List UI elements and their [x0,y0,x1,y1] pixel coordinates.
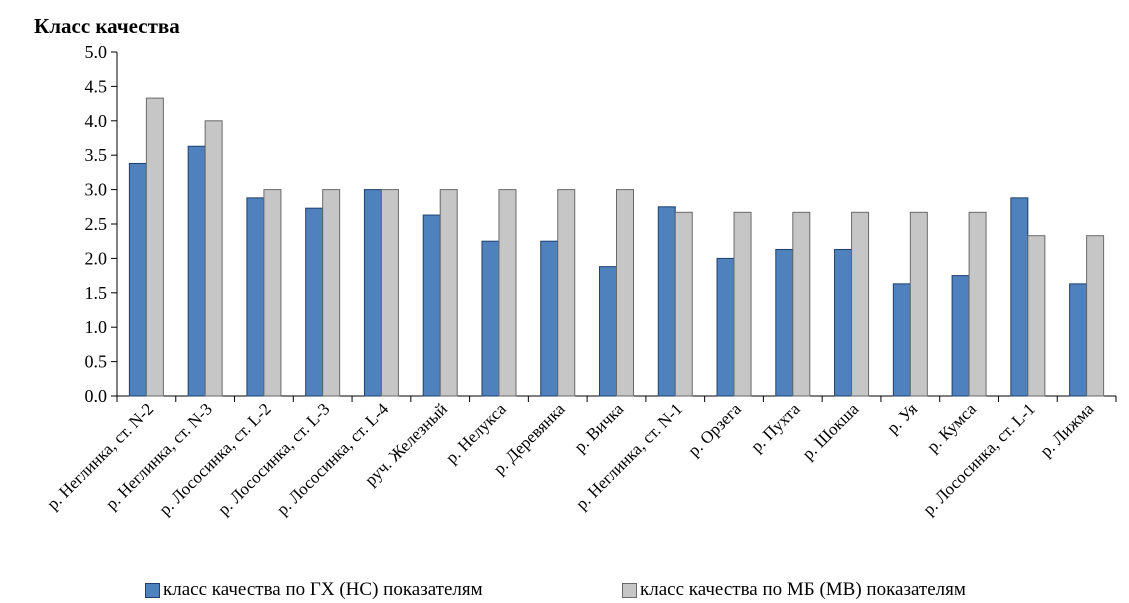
y-tick-label: 0.0 [85,386,108,406]
bar-series-1 [540,240,559,397]
bar-series-1 [657,206,676,397]
bar-series-2 [557,189,576,397]
bar-series-2 [733,211,752,397]
bar-series-1 [305,207,324,397]
bar-series-1 [422,214,441,397]
x-tick-label: р. Пухта [747,399,804,456]
y-tick-label: 1.5 [85,283,108,303]
bar-series-1 [834,248,853,397]
bar-series-1 [892,283,911,397]
legend-swatch-series-1 [145,582,160,598]
x-tick-label: р. Лососинка, ст. L-4 [273,399,393,519]
y-tick-label: 4.0 [85,111,108,131]
x-tick-label: р. Неглинка, ст. N-2 [43,399,157,513]
bar-series-1 [128,162,147,397]
legend-swatch-series-2 [622,582,637,598]
y-tick-label: 2.5 [85,214,108,234]
x-tick-label: р. Лижма [1036,399,1098,461]
x-tick-label: р. Лососинка, ст. L-3 [214,399,334,519]
bar-series-2 [616,189,634,397]
y-tick-label: 3.0 [85,180,108,200]
y-axis-title: Класс качества [34,14,180,38]
legend-item-series-1: класс качества по ГХ (НС) показателям [145,579,483,601]
bar-series-2 [792,211,811,397]
legend-label-series-1: класс качества по ГХ (НС) показателям [163,579,483,600]
y-tick-label: 0.5 [85,352,108,372]
y-tick-label: 5.0 [85,42,108,62]
bar-series-2 [439,189,458,397]
x-tick-label: р. Кумса [923,399,980,456]
bar-series-1 [775,248,794,397]
bar-series-1 [246,197,265,397]
x-tick-label: р. Уя [883,399,921,437]
bar-series-2 [909,211,928,397]
bar-series-2 [851,211,870,397]
x-tick-label: р. Шокша [798,399,862,463]
y-tick-label: 3.5 [85,145,108,165]
bar-series-1 [599,266,617,397]
bar-series-2 [498,189,517,397]
x-tick-label: р. Неглинка, ст. N-3 [102,399,216,513]
bar-series-2 [968,211,987,397]
bar-series-2 [380,189,399,397]
bar-series-2 [1086,235,1105,397]
x-tick-label: р. Неглинка, ст. N-1 [572,399,686,513]
bar-series-1 [481,240,500,397]
bar-series-1 [1069,283,1088,397]
x-tick-label: р. Орзега [684,399,745,460]
bar-series-2 [674,211,693,397]
y-tick-label: 2.0 [85,248,108,268]
bar-series-2 [263,189,282,397]
legend-item-series-2: класс качества по МБ (МВ) показателям [622,579,966,601]
y-tick-label: 4.5 [85,76,108,96]
bar-series-1 [1010,197,1029,397]
bar-series-1 [187,145,206,397]
bar-series-2 [204,120,223,397]
bar-series-2 [145,97,164,397]
x-tick-label: р. Вичка [570,399,627,456]
bar-series-1 [363,189,382,397]
x-tick-label: р. Лососинка, ст. L-1 [919,399,1039,519]
x-tick-label: р. Лососинка, ст. L-2 [155,399,275,519]
y-tick-label: 1.0 [85,317,108,337]
bar-series-1 [716,257,735,397]
bar-series-2 [322,189,341,397]
legend-label-series-2: класс качества по МБ (МВ) показателям [640,579,966,600]
bar-series-2 [1027,235,1046,397]
bar-series-1 [951,275,970,397]
